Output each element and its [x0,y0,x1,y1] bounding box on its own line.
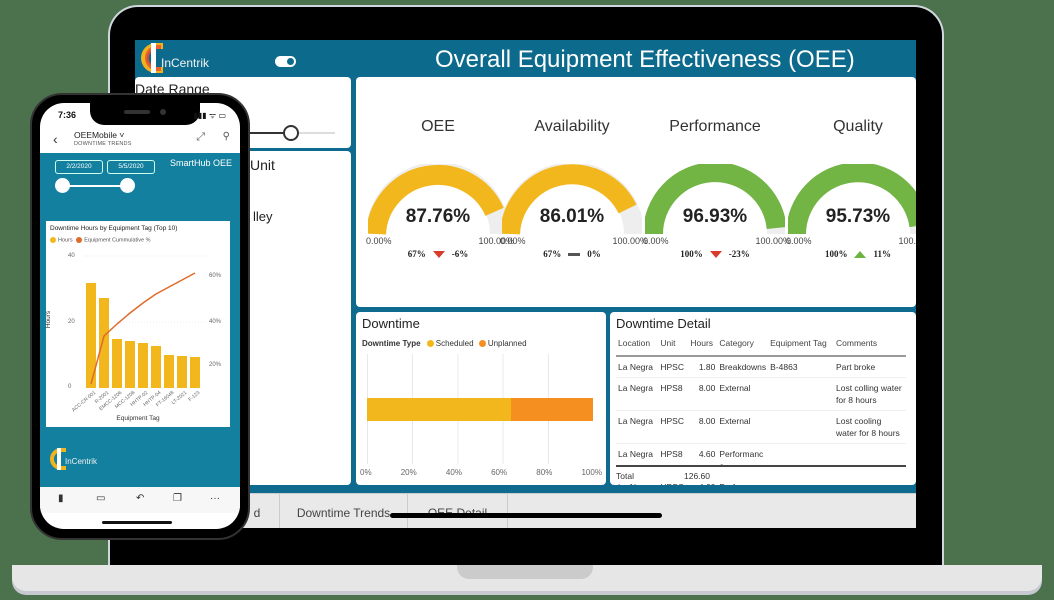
trend-down-icon [709,251,722,259]
trend-up-icon [854,251,867,259]
slider-start-handle[interactable] [55,178,70,193]
kpi-target: 100% 11% [824,249,891,259]
gauge-arc [368,164,508,235]
kpi-gauges-card: OEE 87.76% 0.00% 100.00% 67% -6% Availabi… [356,77,916,307]
unplanned-dot-icon [478,340,486,348]
hours-dot-icon [50,237,56,243]
kpi-target: 67% 0% [543,249,601,259]
gauge-arc [502,164,642,235]
trend-down-icon [432,251,445,259]
toggle-switch[interactable] [275,56,296,67]
downtime-legend: Downtime Type Scheduled Unplanned [362,339,527,348]
date-slider-fill [235,132,290,134]
downtime-title: Downtime [362,316,420,331]
copy-icon[interactable]: ❐ [173,493,182,504]
table-row[interactable]: La Negra HPS8 8.00 External Lost colling wat… [616,377,906,411]
downtime-detail-title: Downtime Detail [616,316,711,331]
phone-toolbar: ▮ ▭ ↶ ❐ ··· [40,487,240,513]
date-slider-track[interactable] [63,185,129,187]
phone-incentrik-logo: InCentrik [50,448,120,472]
svg-text:ACC-CR-001: ACC-CR-001 [71,390,98,414]
unplanned-bar[interactable] [511,398,593,421]
phone-screen: 7:36 ▮▮▮ ᯤ ▭ ‹ OEEMobile ˅ DOWNTIME TREN… [40,103,240,529]
tab-dashboard[interactable]: d [235,494,280,528]
downtime-detail-table: Location Unit Hours Category Equipment T… [616,335,906,485]
start-date-input[interactable]: 2/2/2020 [55,160,103,174]
table-total-row: Total 126.60 [616,465,906,481]
downtime-card: Downtime Downtime Type Scheduled Unplann… [356,312,606,485]
date-slider-handle[interactable] [283,125,299,141]
gauge-arc [645,164,785,235]
slider-end-handle[interactable] [120,178,135,193]
scheduled-dot-icon [426,340,434,348]
kpi-target: 67% -6% [407,249,469,259]
app-header: ‹ OEEMobile ˅ DOWNTIME TRENDS ⤢ ⚲ [40,127,240,153]
gauge-arc [788,164,916,235]
app-subtitle: DOWNTIME TRENDS [74,141,132,147]
expand-icon[interactable]: ⤢ [196,131,205,143]
dashboard-screen: InCentrik Overall Equipment Effectivenes… [135,40,916,528]
chart-title: Downtime Hours by Equipment Tag (Top 10) [50,225,178,232]
header-bar: InCentrik Overall Equipment Effectivenes… [135,40,916,75]
table-row[interactable]: La Negra HPSC 8.00 External Lost cooling wat… [616,410,906,444]
unit-value[interactable]: lley [253,209,273,224]
comment-icon[interactable]: ▭ [96,493,106,504]
unit-label: Unit [250,157,275,173]
incentrik-logo: InCentrik [141,43,231,73]
scheduled-bar[interactable] [367,398,511,421]
page-tabs: d Downtime Trends OEE Detail [135,493,916,528]
svg-text:F-123: F-123 [187,390,201,403]
tab-oee-detail[interactable]: OEE Detail [408,494,508,528]
app-name[interactable]: OEEMobile ˅ [74,130,125,140]
x-axis: 0% 20% 40% 60% 80% 100% [360,468,602,477]
undo-icon[interactable]: ↶ [136,493,145,504]
more-icon[interactable]: ··· [210,493,220,504]
page-title: Overall Equipment Effectiveness (OEE) [435,46,855,73]
chart-legend: Hours Equipment Cummulative % [50,237,151,243]
home-indicator [102,521,172,524]
back-chevron-icon[interactable]: ‹ [53,131,58,147]
table-row[interactable]: La Negra HPSC 1.80 Breakdowns B-4863 Part bro… [616,356,906,378]
phone-report: 2/2/2020 5/5/2020 SmartHub OEE Downtime … [40,153,240,487]
cumulative-dot-icon [76,237,83,243]
status-time: 7:36 [58,110,77,120]
search-icon[interactable]: ⚲ [222,131,230,142]
tab-downtime-trends[interactable]: Downtime Trends [280,494,408,528]
hub-title: SmartHub OEE [169,158,232,168]
downtime-pareto-chart: Downtime Hours by Equipment Tag (Top 10)… [45,221,230,427]
bookmark-icon[interactable]: ▮ [58,493,64,504]
status-icons: ▮▮▮ ᯤ ▭ [193,111,226,120]
downtime-detail-card: Downtime Detail Location Unit Hours Cate… [610,312,916,485]
phone-notch [90,103,200,125]
overlay-bar [390,513,662,518]
trend-flat-icon [568,253,581,257]
laptop-notch [457,565,593,579]
chart-plot[interactable]: ACC-CR-001 R-2001 EMCC-1206 MCC-1208 HHT… [46,221,230,421]
end-date-input[interactable]: 5/5/2020 [107,160,155,174]
phone-frame: 7:36 ▮▮▮ ᯤ ▭ ‹ OEEMobile ˅ DOWNTIME TREN… [30,93,250,540]
kpi-target: 100% -23% [680,249,750,259]
